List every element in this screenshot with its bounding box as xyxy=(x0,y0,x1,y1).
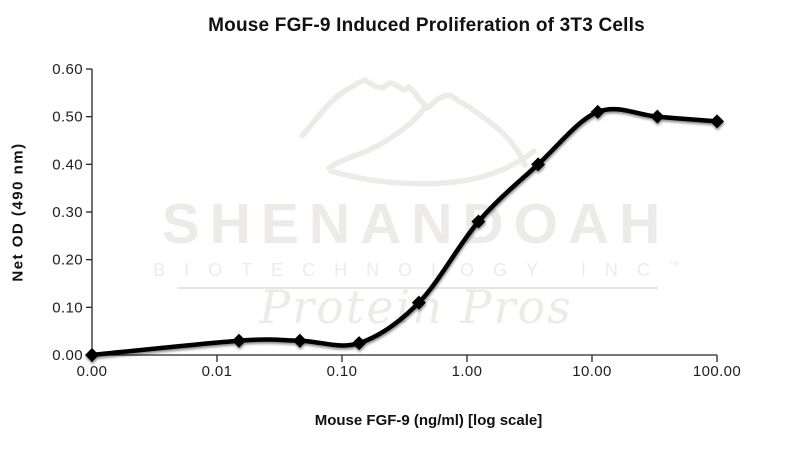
x-tick-label: 0.01 xyxy=(202,363,233,380)
data-series xyxy=(85,104,724,362)
watermark-brand-name: SHENANDOAH xyxy=(161,192,671,256)
axes: 0.00 0.10 0.20 0.30 0.40 0.50 0.60 0.00 0.01 0.10… xyxy=(52,61,741,380)
y-tick-label: 0.20 xyxy=(52,252,83,269)
data-point-marker xyxy=(352,336,367,351)
data-point-marker xyxy=(232,333,247,348)
data-point-marker xyxy=(411,295,426,310)
data-point-marker xyxy=(85,348,99,362)
data-line xyxy=(89,106,720,358)
y-tick-label: 0.40 xyxy=(52,156,83,173)
data-point-marker xyxy=(590,104,605,119)
data-point-marker xyxy=(292,333,307,348)
x-tick-label: 1.00 xyxy=(452,363,483,380)
x-tick-label: 0.00 xyxy=(77,363,108,380)
y-tick-label: 0.30 xyxy=(52,204,83,221)
x-tick-label: 10.00 xyxy=(572,363,612,380)
x-tick-label: 0.10 xyxy=(327,363,358,380)
x-tick-label: 100.00 xyxy=(693,363,741,380)
data-point-marker xyxy=(710,114,724,129)
x-axis-title: Mouse FGF-9 (ng/ml) [log scale] xyxy=(314,412,543,429)
chart-title: Mouse FGF-9 Induced Proliferation of 3T3… xyxy=(208,15,645,36)
watermark-divider xyxy=(178,287,658,289)
data-point-marker xyxy=(471,214,486,229)
watermark-subtitle: BIOTECHNOLOGY INC™ xyxy=(153,260,679,280)
y-tick-label: 0.50 xyxy=(52,109,83,126)
y-tick-label: 0.60 xyxy=(52,61,83,78)
y-tick-label: 0.10 xyxy=(52,299,83,316)
data-point-marker xyxy=(531,157,546,172)
data-point-marker xyxy=(650,109,665,124)
y-tick-label: 0.00 xyxy=(52,347,83,364)
trademark-symbol: ™ xyxy=(668,260,679,271)
